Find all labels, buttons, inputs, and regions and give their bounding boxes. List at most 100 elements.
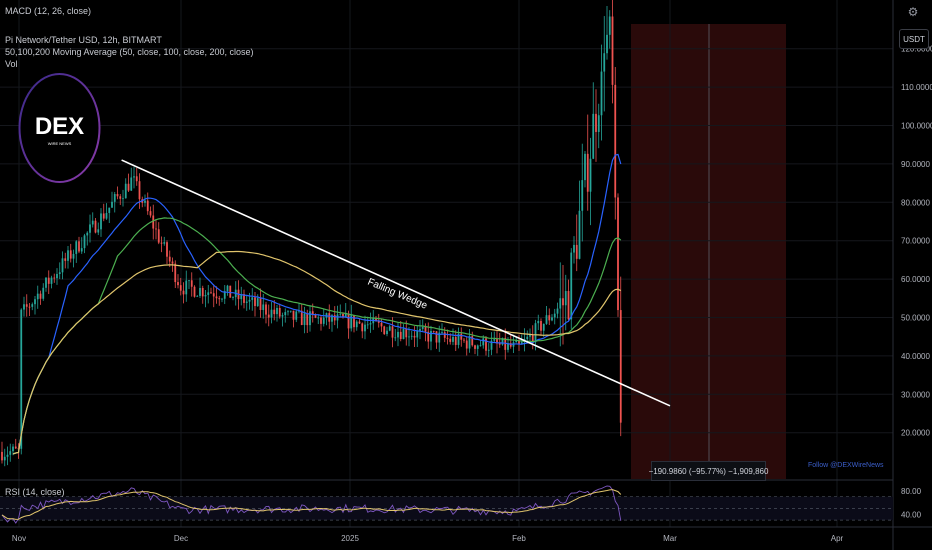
candle-body <box>100 213 102 230</box>
candle-body <box>300 310 303 325</box>
candle-body <box>419 328 421 331</box>
candle-body <box>199 287 201 296</box>
candle-body <box>163 242 166 244</box>
candle-body <box>476 345 479 349</box>
candle-body <box>174 263 177 283</box>
candle-body <box>14 446 17 449</box>
time-tick-label: 2025 <box>341 534 359 543</box>
time-axis[interactable]: Nov Dec 2025 Feb Mar Apr <box>12 534 844 543</box>
measure-tooltip: −190.9860 (−95.77%) −1,909,860 <box>649 461 768 481</box>
candle-body <box>377 321 380 323</box>
candle-body <box>149 211 152 216</box>
candle-body <box>251 297 254 300</box>
candle-body <box>179 285 182 291</box>
candle-body <box>75 241 78 254</box>
candle-body <box>537 321 540 324</box>
candle-body <box>567 291 570 320</box>
candle-body <box>509 343 512 347</box>
candle-body <box>556 308 559 314</box>
candle-body <box>248 299 251 302</box>
candle-body <box>578 210 581 259</box>
candle-body <box>9 451 12 455</box>
candle-body <box>518 340 520 345</box>
candle-body <box>317 317 320 319</box>
ma-legend-label: 50,100,200 Moving Average (50, close, 10… <box>5 47 254 57</box>
candle-body <box>127 183 130 191</box>
candle-body <box>361 323 364 332</box>
candle-body <box>12 446 14 452</box>
candle-body <box>56 274 58 279</box>
settings-icon[interactable]: ⚙ <box>907 5 919 19</box>
candle-body <box>600 71 603 116</box>
candle-body <box>284 312 287 316</box>
candle-body <box>342 313 344 318</box>
symbol-label: Pi Network/Tether USD, 12h, BITMART <box>5 35 162 45</box>
currency-button[interactable]: USDT <box>899 29 929 49</box>
candle-body <box>72 253 75 259</box>
candle-body <box>606 34 608 54</box>
candle-body <box>273 309 276 315</box>
price-tick-label: 120.0000 <box>901 45 932 54</box>
candle-body <box>188 280 190 282</box>
candle-body <box>353 315 355 328</box>
price-tick-label: 60.0000 <box>901 275 930 284</box>
candle-body <box>333 315 336 321</box>
candle-body <box>31 304 34 307</box>
candle-body <box>270 309 273 318</box>
candle-body <box>212 293 215 297</box>
candle-body <box>185 280 188 295</box>
candle-body <box>58 272 61 275</box>
candle-body <box>369 323 372 325</box>
candle-body <box>64 258 67 261</box>
candle-body <box>78 241 80 252</box>
candle-body <box>314 314 317 318</box>
candle-body <box>421 326 424 329</box>
candle-body <box>254 297 256 307</box>
candle-body <box>468 336 471 349</box>
candle-body <box>210 292 212 294</box>
candle-body <box>53 277 56 279</box>
candle-body <box>581 180 584 211</box>
candle-body <box>295 311 298 320</box>
candle-body <box>493 339 496 341</box>
candle-body <box>595 113 597 132</box>
falling-wedge-trendline[interactable] <box>121 159 671 407</box>
candle-body <box>146 200 149 212</box>
candle-body <box>226 285 229 292</box>
candle-body <box>45 277 47 288</box>
candle-body <box>23 304 25 310</box>
candle-body <box>443 332 446 338</box>
candle-body <box>196 295 199 297</box>
candle-body <box>479 345 482 347</box>
candle-body <box>262 304 265 310</box>
candle-body <box>138 181 141 200</box>
volume-label: Vol <box>5 59 18 69</box>
candle-body <box>298 310 300 312</box>
candles <box>1 0 622 467</box>
candle-body <box>562 298 564 306</box>
candle-body <box>157 229 160 243</box>
shaded-region <box>631 24 786 479</box>
rsi-label: RSI (14, close) <box>5 487 65 497</box>
candle-body <box>564 291 567 306</box>
candle-body <box>611 16 614 85</box>
candle-body <box>113 194 116 202</box>
candle-body <box>320 317 322 324</box>
price-tick-label: 90.0000 <box>901 160 930 169</box>
candle-body <box>364 324 366 332</box>
time-tick-label: Apr <box>831 534 844 543</box>
price-tick-label: 30.0000 <box>901 390 930 399</box>
candle-body <box>386 330 388 335</box>
candle-body <box>229 285 232 298</box>
candle-body <box>531 334 534 343</box>
candle-body <box>36 293 39 300</box>
candle-body <box>3 456 6 461</box>
grid <box>0 0 893 527</box>
candle-body <box>240 294 243 300</box>
candle-body <box>276 307 278 315</box>
candle-body <box>559 298 562 309</box>
candle-body <box>573 244 575 253</box>
price-axis[interactable]: 120.0000 110.0000 100.0000 90.0000 80.0000 70… <box>901 45 932 438</box>
candle-body <box>388 326 391 331</box>
